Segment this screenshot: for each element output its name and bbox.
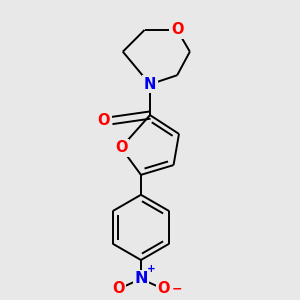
Text: N: N (144, 77, 156, 92)
Text: −: − (172, 283, 182, 296)
Text: O: O (171, 22, 183, 38)
Text: O: O (112, 281, 125, 296)
Text: +: + (147, 264, 155, 274)
Text: O: O (157, 281, 170, 296)
Text: O: O (98, 113, 110, 128)
Text: N: N (134, 271, 148, 286)
Text: O: O (115, 140, 127, 155)
